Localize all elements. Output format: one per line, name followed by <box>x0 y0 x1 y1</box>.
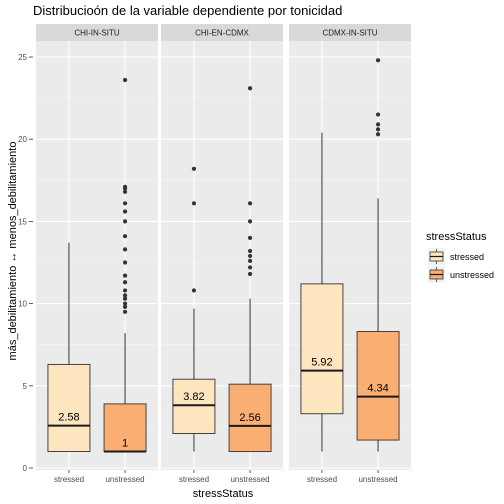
outlier-point <box>191 166 197 171</box>
median-value-label: 1 <box>122 438 128 450</box>
x-tick-label: unstressed <box>105 475 144 484</box>
outlier-point <box>122 288 128 293</box>
facet-strip-label: CHI-EN-CDMX <box>195 29 249 38</box>
outlier-point <box>375 112 381 117</box>
outlier-point <box>375 122 381 127</box>
box-stressed <box>300 283 344 415</box>
y-axis-title: más_debilitamiento ↔ menos_debilitamient… <box>7 142 19 361</box>
outlier-point <box>122 280 128 285</box>
outlier-point <box>122 301 128 306</box>
outlier-point <box>122 304 128 309</box>
legend-item-label: stressed <box>450 252 484 262</box>
facet-strip <box>36 24 158 41</box>
facet-panel: CHI-EN-CDMX 3.82 stressed 2.56 unstressed <box>161 24 283 484</box>
outlier-point <box>247 265 253 270</box>
outlier-point <box>122 184 128 189</box>
y-tick-label: 10 <box>18 300 27 309</box>
legend-title: stressStatus <box>426 231 487 243</box>
box-stressed <box>47 363 91 453</box>
outlier-point <box>122 273 128 278</box>
outlier-point <box>122 309 128 314</box>
facet-strip <box>161 24 283 41</box>
box-unstressed <box>103 403 147 453</box>
legend: stressStatus stressed unstressed <box>426 231 494 283</box>
box-stressed <box>172 378 216 434</box>
outlier-point <box>247 201 253 206</box>
outlier-point <box>247 271 253 277</box>
outlier-point <box>191 288 197 293</box>
median-value-label: 2.58 <box>58 412 79 424</box>
x-tick-label: stressed <box>307 475 337 484</box>
facet-strip-label: CHI-IN-SITU <box>74 29 120 38</box>
outlier-point <box>247 253 253 259</box>
y-tick-label: 15 <box>18 217 27 226</box>
facet-panels: 0 5 10 15 20 25 CHI-IN-SITU 2.58 stressed 1 unstre… <box>18 24 411 484</box>
outlier-point <box>122 77 128 83</box>
x-tick-label: unstressed <box>230 475 269 484</box>
facet-strip <box>289 24 411 41</box>
y-tick-label: 0 <box>23 464 28 473</box>
outlier-point <box>122 296 128 301</box>
chart-title: Distribucioón de la variable dependiente… <box>33 3 342 18</box>
median-value-label: 4.34 <box>367 383 388 395</box>
y-tick-label: 25 <box>18 53 27 62</box>
outlier-point <box>122 209 128 214</box>
outlier-point <box>247 219 253 224</box>
outlier-point <box>247 248 253 254</box>
x-tick-label: unstressed <box>358 475 397 484</box>
outlier-point <box>191 201 197 206</box>
outlier-point <box>122 260 128 265</box>
outlier-point <box>375 127 381 132</box>
outlier-point <box>122 234 128 239</box>
outlier-point <box>247 258 253 263</box>
x-tick-label: stressed <box>54 475 84 484</box>
outlier-point <box>375 58 381 63</box>
box-unstressed <box>356 331 400 441</box>
outlier-point <box>247 86 253 91</box>
box-unstressed <box>228 383 272 453</box>
outlier-point <box>122 201 128 206</box>
outlier-point <box>122 219 128 224</box>
outlier-point <box>247 235 253 240</box>
outlier-point <box>122 247 128 252</box>
outlier-point <box>122 189 128 194</box>
outlier-point <box>122 293 128 298</box>
y-tick-label: 5 <box>23 382 28 391</box>
facet-panel: CDMX-IN-SITU 5.92 stressed 4.34 unstressed <box>289 24 411 484</box>
legend-item-label: unstressed <box>450 270 494 280</box>
legend-key: stressed <box>428 248 484 265</box>
median-value-label: 2.56 <box>239 412 260 424</box>
outlier-point <box>375 132 381 137</box>
facet-panel: CHI-IN-SITU 2.58 stressed 1 unstressed <box>36 24 158 484</box>
legend-key: unstressed <box>428 266 494 283</box>
facet-strip-label: CDMX-IN-SITU <box>322 29 377 38</box>
median-value-label: 5.92 <box>311 357 332 369</box>
median-value-label: 3.82 <box>183 391 204 403</box>
x-tick-label: stressed <box>179 475 209 484</box>
x-axis-title: stressStatus <box>193 488 254 500</box>
y-tick-label: 20 <box>18 135 27 144</box>
